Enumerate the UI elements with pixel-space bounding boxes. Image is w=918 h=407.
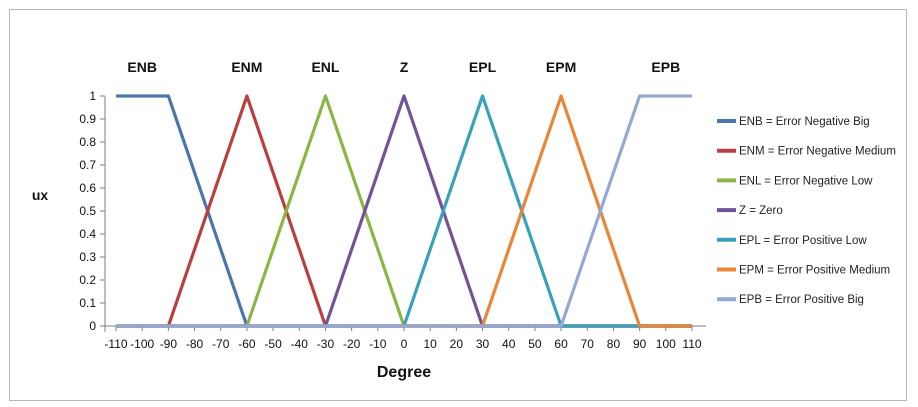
mf-label-enb: ENB xyxy=(127,59,157,75)
series-line-enl xyxy=(116,94,692,328)
y-tick-label: 0.4 xyxy=(79,227,96,241)
y-tick-label: 0.9 xyxy=(79,112,96,126)
series-lines xyxy=(116,94,692,328)
legend-entry: ENL = Error Negative Low xyxy=(739,175,873,187)
x-tick-label: 80 xyxy=(607,337,621,351)
legend-entry: Z = Zero xyxy=(739,205,783,217)
chart-frame xyxy=(9,9,907,401)
series-line-epl xyxy=(116,94,692,328)
mf-label-epl: EPL xyxy=(469,59,497,75)
y-tick-label: 1 xyxy=(89,89,96,103)
y-tick-label: 0 xyxy=(89,319,96,333)
legend-entry: ENB = Error Negative Big xyxy=(739,116,870,128)
x-tick-label: 40 xyxy=(502,337,516,351)
series-line-epm xyxy=(116,94,692,328)
x-tick-label: 110 xyxy=(682,337,701,351)
legend-entry: ENM = Error Negative Medium xyxy=(739,146,896,158)
legend-entry: EPL = Error Positive Low xyxy=(739,235,867,247)
x-tick-label: -110 xyxy=(104,337,127,351)
mf-label-epm: EPM xyxy=(546,59,576,75)
mf-label-z: Z xyxy=(400,59,409,75)
series-line-enm xyxy=(116,94,692,328)
y-tick-label: 0.8 xyxy=(79,135,96,149)
x-tick-label: 70 xyxy=(581,337,595,351)
membership-labels: ENB ENM ENL Z EPL EPM EPB xyxy=(127,59,680,75)
y-tick-label: 0.5 xyxy=(79,204,96,218)
series-line-z xyxy=(116,94,692,328)
x-tick-label: -50 xyxy=(264,337,282,351)
x-tick-label: 10 xyxy=(424,337,438,351)
y-tick-label: 0.7 xyxy=(79,158,96,172)
x-tick-label: 60 xyxy=(554,337,568,351)
x-tick-label: 100 xyxy=(656,337,676,351)
x-tick-label: 50 xyxy=(528,337,542,351)
x-tick-label: -70 xyxy=(212,337,230,351)
x-tick-label: -80 xyxy=(186,337,204,351)
mf-label-epb: EPB xyxy=(651,59,680,75)
x-tick-label: -10 xyxy=(369,337,387,351)
y-tick-label: 0.1 xyxy=(79,296,96,310)
x-tick-label: -30 xyxy=(317,337,335,351)
y-tick-label: 0.3 xyxy=(79,250,96,264)
y-tick-label: 0.2 xyxy=(79,273,96,287)
mf-label-enm: ENM xyxy=(231,59,262,75)
series-line-epb xyxy=(116,94,692,328)
legend-entry: EPM = Error Positive Medium xyxy=(739,265,890,277)
x-tick-label: -100 xyxy=(130,337,154,351)
x-tick-label: -40 xyxy=(291,337,309,351)
x-tick-label: -90 xyxy=(160,337,178,351)
x-tick-label: -60 xyxy=(238,337,256,351)
mf-label-enl: ENL xyxy=(311,59,339,75)
legend-entry: EPB = Error Positive Big xyxy=(739,294,864,306)
legend: ENB = Error Negative Big ENM = Error Nega… xyxy=(717,116,896,306)
x-tick-label: 90 xyxy=(633,337,647,351)
y-axis-label: ux xyxy=(32,187,49,203)
x-axis-label: Degree xyxy=(377,364,431,381)
x-tick-label: -20 xyxy=(343,337,361,351)
x-tick-label: 20 xyxy=(450,337,464,351)
x-tick-label: 0 xyxy=(401,337,408,351)
y-tick-label: 0.6 xyxy=(79,181,96,195)
x-tick-label: 30 xyxy=(476,337,490,351)
series-line-enb xyxy=(116,94,692,328)
